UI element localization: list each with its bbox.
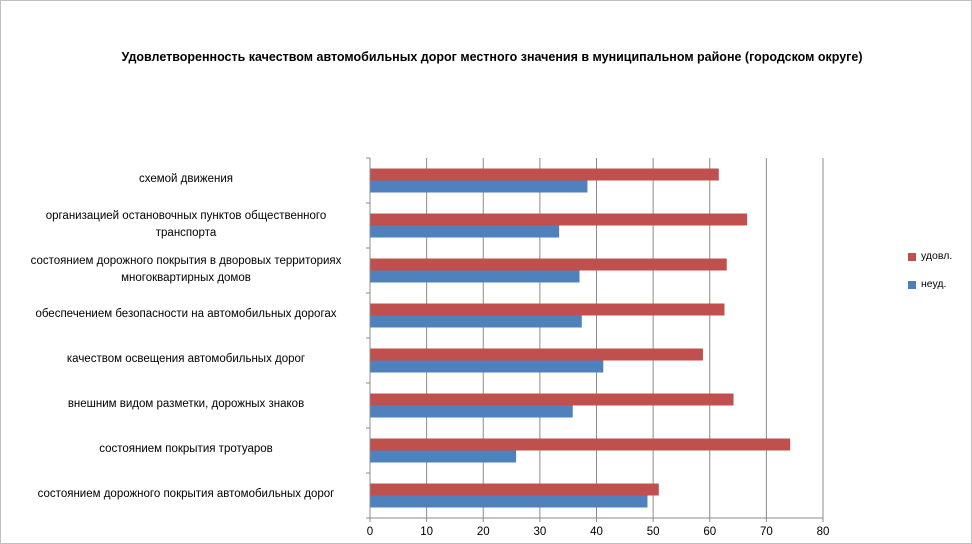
- x-tick-label-70: 70: [760, 526, 773, 538]
- category-label-5: внешним видом разметки, дорожных знаков: [16, 396, 356, 413]
- category-label-3: обеспечением безопасности на автомобильн…: [16, 306, 356, 323]
- category-label-line: состоянием покрытия тротуаров: [99, 443, 273, 455]
- x-tick-label-40: 40: [590, 526, 603, 538]
- bar-unsatisfied-0: [370, 180, 588, 193]
- category-label-line: организацией остановочных пунктов общест…: [45, 209, 327, 222]
- bar-unsatisfied-4: [370, 360, 604, 373]
- bar-unsatisfied-1: [370, 225, 560, 238]
- x-tick-label-80: 80: [817, 526, 830, 538]
- chart-title: Удовлетворенность качеством автомобильны…: [121, 50, 863, 64]
- category-label-line: многоквартирных домов: [121, 271, 251, 284]
- category-label-line: состоянием дорожного покрытия автомобиль…: [37, 488, 335, 500]
- bar-satisfied-7: [370, 483, 659, 496]
- category-label-4: качеством освещения автомобильных дорог: [16, 351, 356, 368]
- category-label-0: схемой движения: [16, 171, 356, 188]
- category-label-line: транспорта: [155, 226, 217, 239]
- bar-unsatisfied-5: [370, 405, 573, 418]
- legend-label-satisfied: удовл.: [921, 250, 953, 262]
- category-label-line: обеспечением безопасности на автомобильн…: [35, 308, 337, 320]
- x-tick-label-60: 60: [703, 526, 716, 538]
- x-tick-label-20: 20: [477, 526, 490, 538]
- bar-satisfied-6: [370, 438, 791, 451]
- bar-satisfied-3: [370, 303, 725, 316]
- bar-unsatisfied-2: [370, 270, 580, 283]
- category-label-7: состоянием дорожного покрытия автомобиль…: [16, 486, 356, 503]
- bar-satisfied-0: [370, 168, 719, 181]
- bar-unsatisfied-7: [370, 495, 648, 508]
- bar-satisfied-4: [370, 348, 703, 361]
- category-label-line: схемой движения: [138, 173, 234, 185]
- bar-unsatisfied-3: [370, 315, 582, 328]
- category-label-line: внешним видом разметки, дорожных знаков: [67, 398, 305, 410]
- category-label-line: состоянием дорожного покрытия в дворовых…: [30, 254, 342, 267]
- bar-satisfied-5: [370, 393, 734, 406]
- x-tick-label-30: 30: [533, 526, 546, 538]
- category-label-6: состоянием покрытия тротуаров: [16, 441, 356, 458]
- legend-label-unsatisfied: неуд.: [921, 278, 947, 290]
- legend-swatch-unsatisfied: [908, 281, 916, 289]
- bar-satisfied-2: [370, 258, 727, 271]
- bar-unsatisfied-6: [370, 450, 517, 463]
- bar-satisfied-1: [370, 213, 748, 226]
- category-label-1: организацией остановочных пунктов общест…: [16, 208, 356, 242]
- category-label-2: состоянием дорожного покрытия в дворовых…: [16, 253, 356, 287]
- category-label-line: качеством освещения автомобильных дорог: [66, 353, 306, 365]
- x-tick-label-10: 10: [420, 526, 433, 538]
- legend-swatch-satisfied: [908, 253, 916, 261]
- x-tick-label-0: 0: [367, 526, 373, 538]
- x-tick-label-50: 50: [647, 526, 660, 538]
